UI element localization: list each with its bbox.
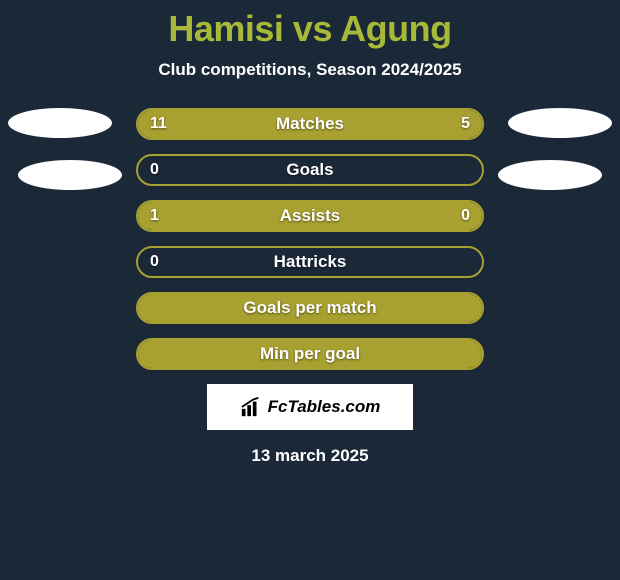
stat-bar: Goals per match: [136, 292, 484, 324]
player-right-avatar-placeholder-2: [498, 160, 602, 190]
player-left-avatar-placeholder-2: [18, 160, 122, 190]
page-title: Hamisi vs Agung: [0, 0, 620, 50]
player-right-avatar-placeholder-1: [508, 108, 612, 138]
date-label: 13 march 2025: [0, 446, 620, 466]
stat-bar: 10Assists: [136, 200, 484, 232]
stat-label: Assists: [138, 202, 482, 230]
brand-text: FcTables.com: [268, 397, 381, 417]
stat-bar: Min per goal: [136, 338, 484, 370]
subtitle: Club competitions, Season 2024/2025: [0, 60, 620, 80]
stat-bar: 0Hattricks: [136, 246, 484, 278]
stat-bar: 0Goals: [136, 154, 484, 186]
stat-label: Goals per match: [138, 294, 482, 322]
stat-label: Min per goal: [138, 340, 482, 368]
stat-bar: 115Matches: [136, 108, 484, 140]
stat-label: Hattricks: [138, 248, 482, 276]
brand-badge: FcTables.com: [207, 384, 413, 430]
chart-icon: [240, 396, 262, 418]
stat-bars-container: 115Matches 0Goals 10Assists 0Hattricks Goals…: [136, 108, 484, 370]
stat-label: Goals: [138, 156, 482, 184]
comparison-chart: 115Matches 0Goals 10Assists 0Hattricks Goals…: [0, 108, 620, 370]
stat-label: Matches: [138, 110, 482, 138]
player-left-avatar-placeholder-1: [8, 108, 112, 138]
